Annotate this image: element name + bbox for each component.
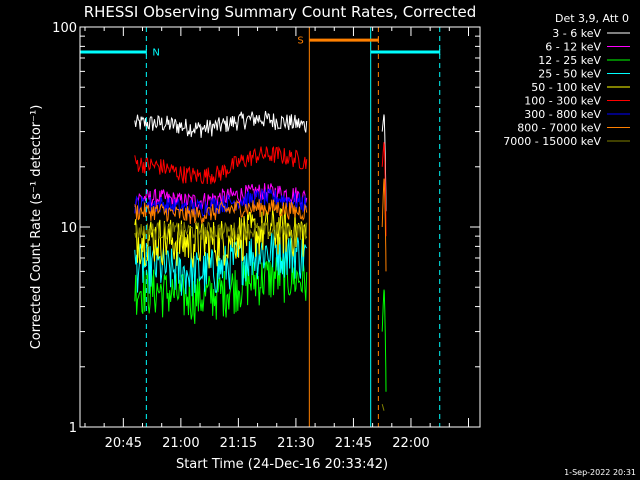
x-tick-label: 21:30 — [277, 436, 314, 451]
x-tick-label: 21:15 — [220, 436, 257, 451]
series-0 — [134, 110, 387, 212]
y-axis-label: Corrected Count Rate (s⁻¹ detector⁻¹) — [29, 105, 44, 350]
series-1 — [134, 183, 308, 211]
legend-label-0: 3 - 6 keV — [552, 27, 601, 40]
series-7 — [134, 178, 387, 272]
series-8 — [134, 220, 385, 411]
x-tick-label: 20:45 — [105, 436, 142, 451]
series-0-segment-1 — [381, 114, 387, 212]
series-0-segment-0 — [134, 110, 308, 138]
y-tick-label: 10 — [60, 221, 77, 236]
legend-label-5: 100 - 300 keV — [524, 95, 601, 108]
x-tick-label: 21:00 — [162, 436, 199, 451]
series-8-segment-0 — [134, 220, 308, 241]
x-tick-label: 21:45 — [335, 436, 372, 451]
series-5 — [134, 142, 387, 237]
series-7-segment-1 — [381, 178, 387, 272]
series-2-segment-1 — [381, 289, 387, 392]
series-8-segment-1 — [381, 404, 385, 411]
legend-label-6: 300 - 800 keV — [524, 108, 601, 121]
legend-label-3: 25 - 50 keV — [538, 68, 601, 81]
interval-label-n: N — [152, 47, 159, 58]
series-5-segment-0 — [134, 145, 308, 185]
legend-label-1: 6 - 12 keV — [545, 41, 601, 54]
series-group — [134, 110, 387, 411]
legend-header: Det 3,9, Att 0 — [555, 12, 629, 25]
series-7-segment-0 — [134, 199, 308, 225]
series-2-segment-0 — [134, 254, 308, 324]
legend-label-7: 800 - 7000 keV — [517, 122, 601, 135]
legend-label-2: 12 - 25 keV — [538, 54, 601, 67]
series-5-segment-1 — [381, 142, 387, 237]
y-tick-label: 100 — [52, 21, 77, 36]
series-2 — [134, 254, 387, 392]
axes-group: 20:45 21:00 21:15 21:30 21:45 22:00 1 10 100 — [52, 21, 481, 451]
interval-label-s: S — [297, 36, 303, 47]
timestamp: 1-Sep-2022 20:31 — [564, 468, 636, 477]
legend-label-8: 7000 - 15000 keV — [503, 135, 601, 148]
chart-title: RHESSI Observing Summary Count Rates, Co… — [84, 3, 477, 21]
series-1-segment-0 — [134, 183, 308, 211]
y-tick-label: 1 — [69, 421, 77, 436]
legend-label-4: 50 - 100 keV — [531, 81, 601, 94]
x-tick-label: 22:00 — [392, 436, 429, 451]
x-axis-label: Start Time (24-Dec-16 20:33:42) — [176, 457, 388, 472]
